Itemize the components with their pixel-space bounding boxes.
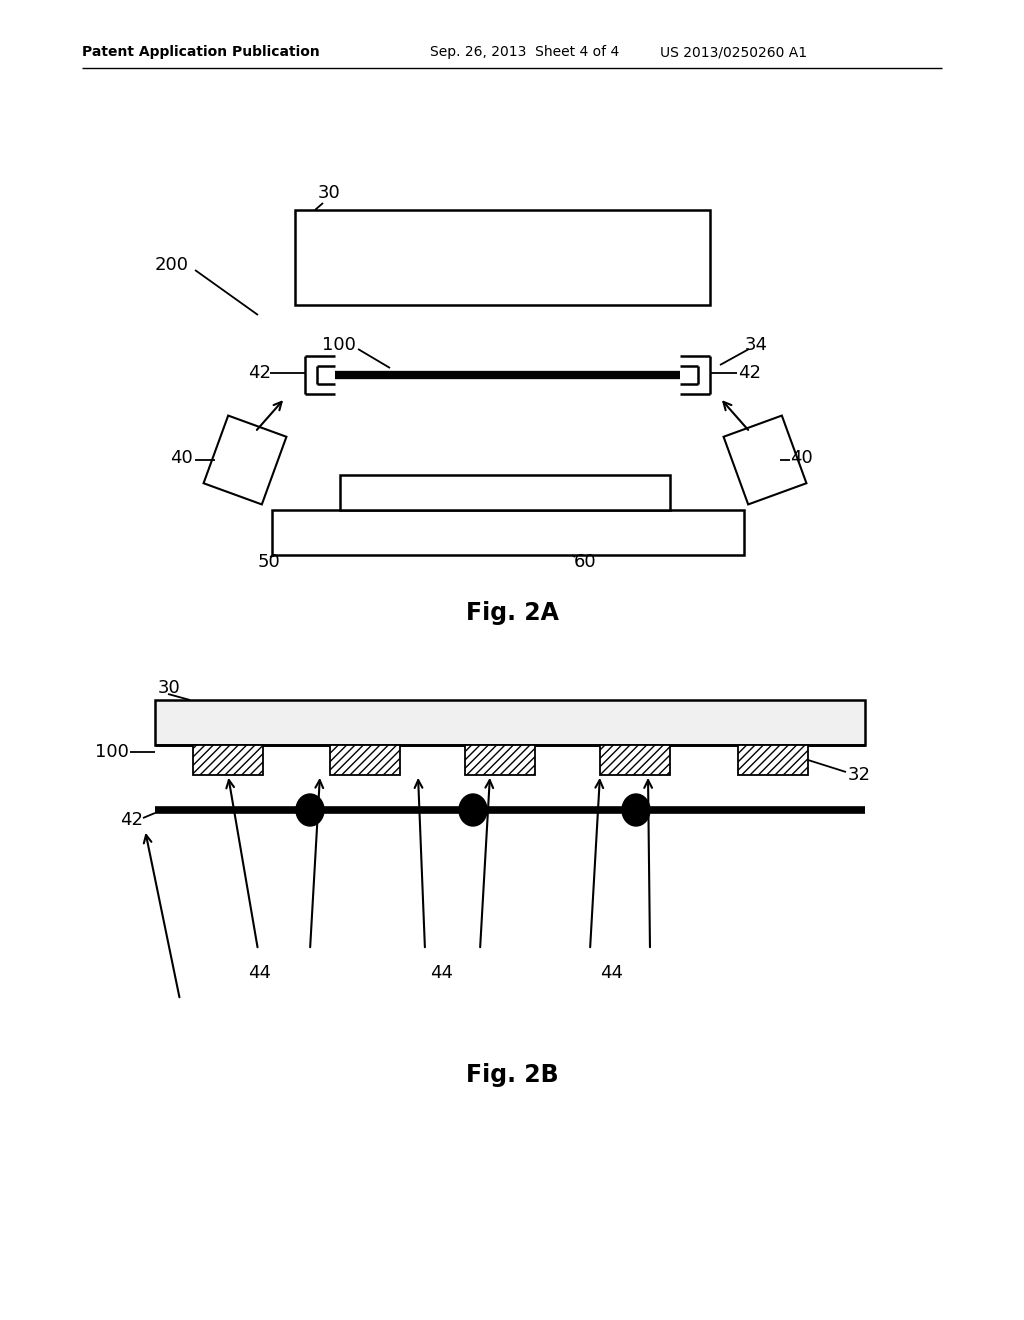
Text: 100: 100 [322, 337, 356, 354]
Ellipse shape [296, 795, 324, 826]
Text: 44: 44 [248, 964, 271, 982]
Bar [600, 744, 670, 775]
Bar [193, 744, 263, 775]
Bar [295, 210, 710, 305]
Text: 32: 32 [848, 766, 871, 784]
Text: 100: 100 [95, 743, 129, 762]
Bar [465, 744, 535, 775]
Polygon shape [204, 416, 287, 504]
Bar [738, 744, 808, 775]
Text: 42: 42 [738, 364, 761, 381]
Text: 30: 30 [158, 678, 181, 697]
Text: US 2013/0250260 A1: US 2013/0250260 A1 [660, 45, 807, 59]
Ellipse shape [622, 795, 650, 826]
Text: 42: 42 [248, 364, 271, 381]
Text: 40: 40 [170, 449, 193, 467]
Text: 44: 44 [600, 964, 623, 982]
Polygon shape [724, 416, 807, 504]
Text: Sep. 26, 2013  Sheet 4 of 4: Sep. 26, 2013 Sheet 4 of 4 [430, 45, 620, 59]
Text: 42: 42 [120, 810, 143, 829]
Bar [330, 744, 400, 775]
Bar [155, 700, 865, 744]
Text: 44: 44 [430, 964, 453, 982]
Text: Fig. 2B: Fig. 2B [466, 1063, 558, 1086]
Bar [340, 475, 670, 510]
Text: 50: 50 [258, 553, 281, 572]
Text: 40: 40 [790, 449, 813, 467]
Ellipse shape [459, 795, 487, 826]
Text: 34: 34 [745, 337, 768, 354]
Text: 200: 200 [155, 256, 189, 275]
Bar [272, 510, 744, 554]
Text: 30: 30 [318, 183, 341, 202]
Text: Patent Application Publication: Patent Application Publication [82, 45, 319, 59]
Text: 60: 60 [574, 553, 597, 572]
Text: Fig. 2A: Fig. 2A [466, 601, 558, 624]
